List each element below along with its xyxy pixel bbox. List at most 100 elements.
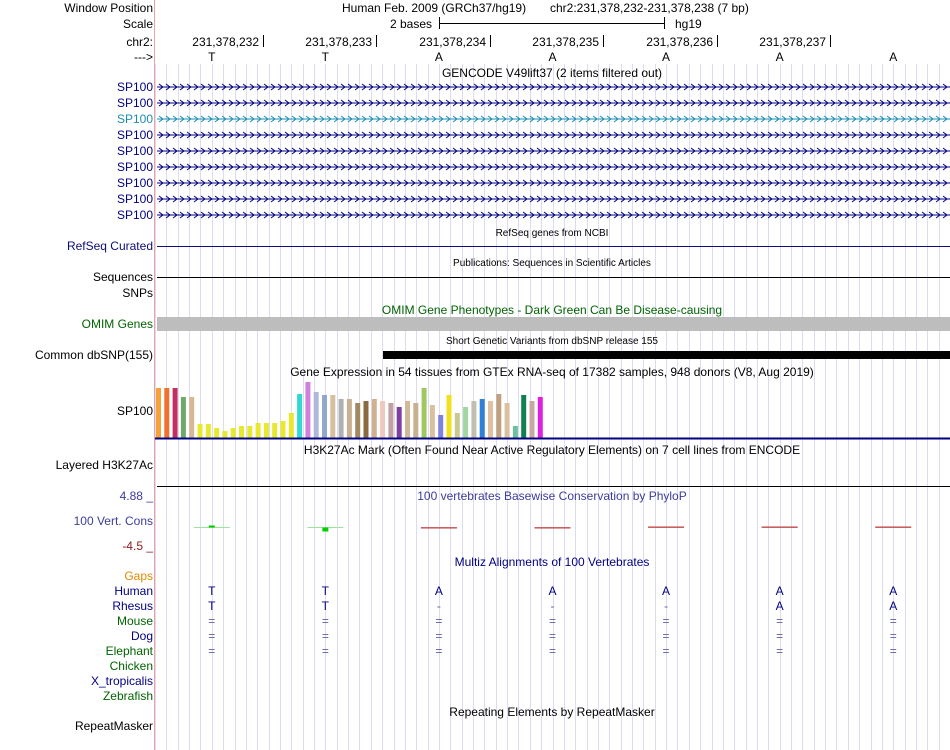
publications-line[interactable] [157, 277, 950, 278]
gtex-tissue-bar[interactable] [239, 426, 244, 438]
gtex-tissue-bar[interactable] [172, 388, 178, 438]
gtex-tissue-bar[interactable] [197, 424, 203, 438]
gtex-tissue-bar[interactable] [405, 401, 410, 438]
gencode-transcript-line[interactable] [157, 130, 950, 140]
gencode-transcript-label[interactable]: SP100 [116, 160, 153, 174]
gtex-tissue-bar[interactable] [322, 395, 327, 438]
gencode-transcript-line[interactable] [157, 82, 950, 92]
gtex-tissue-bar[interactable] [529, 401, 535, 438]
gtex-tissue-bar[interactable] [164, 388, 170, 438]
gtex-tissue-bar[interactable] [156, 388, 161, 438]
gtex-tissue-bar[interactable] [471, 401, 477, 438]
gtex-tissue-bar[interactable] [429, 405, 435, 438]
gencode-transcript-label[interactable]: SP100 [116, 112, 153, 126]
gtex-tissue-bar[interactable] [355, 403, 361, 438]
repeatmasker-label[interactable]: RepeatMasker [74, 719, 153, 733]
gtex-tissue-bar[interactable] [454, 413, 460, 438]
gtex-tissue-bar[interactable] [255, 423, 261, 438]
species-label[interactable]: Elephant [105, 644, 153, 658]
gtex-tissue-bar[interactable] [222, 431, 228, 438]
gencode-transcript-label[interactable]: SP100 [116, 144, 153, 158]
gtex-tissue-bar[interactable] [496, 394, 502, 438]
gencode-transcript-line[interactable] [157, 194, 950, 204]
assembly-text[interactable]: Human Feb. 2009 (GRCh37/hg19) [342, 1, 527, 15]
gtex-tissue-bar[interactable] [297, 394, 303, 438]
phylop-wiggle[interactable] [155, 512, 950, 542]
species-label[interactable]: Rhesus [112, 599, 153, 613]
gtex-tissue-bar[interactable] [280, 421, 286, 438]
base-letter: A [889, 50, 898, 64]
gtex-tissue-bar[interactable] [205, 424, 211, 438]
gencode-transcript-label[interactable]: SP100 [116, 176, 153, 190]
phylop-base-score[interactable] [307, 527, 344, 532]
gtex-tissue-bar[interactable] [214, 428, 220, 438]
alignment-base: A [775, 599, 784, 613]
gencode-transcript-label[interactable]: SP100 [116, 208, 153, 222]
gencode-transcript-line[interactable] [157, 146, 950, 156]
h3k27ac-label[interactable]: Layered H3K27Ac [55, 458, 153, 472]
gtex-tissue-bar[interactable] [521, 395, 527, 438]
gtex-bar-chart[interactable] [155, 380, 950, 442]
gtex-tissue-bar[interactable] [305, 382, 311, 438]
gencode-transcript-line[interactable] [157, 114, 950, 124]
gtex-tissue-bar[interactable] [338, 399, 344, 438]
alignment-base: = [435, 614, 443, 628]
gtex-tissue-bar[interactable] [537, 397, 543, 438]
snps-label[interactable]: SNPs [122, 286, 153, 300]
species-label[interactable]: Human [114, 584, 153, 598]
gtex-tissue-bar[interactable] [313, 392, 319, 438]
gtex-tissue-bar[interactable] [446, 395, 452, 438]
gencode-transcript-label[interactable]: SP100 [116, 96, 153, 110]
dbsnp-label[interactable]: Common dbSNP(155) [34, 348, 153, 362]
refseq-label[interactable]: RefSeq Curated [66, 239, 153, 253]
gtex-tissue-bar[interactable] [488, 401, 493, 438]
gtex-tissue-bar[interactable] [346, 399, 352, 438]
gtex-tissue-bar[interactable] [272, 423, 278, 438]
omim-label[interactable]: OMIM Genes [81, 317, 153, 331]
gencode-transcript-line[interactable] [157, 98, 950, 108]
gtex-tissue-bar[interactable] [330, 395, 336, 438]
gtex-label[interactable]: SP100 [116, 404, 153, 418]
gtex-tissue-bar[interactable] [363, 401, 369, 438]
gencode-transcript-label[interactable]: SP100 [116, 192, 153, 206]
gtex-tissue-bar[interactable] [479, 399, 485, 438]
gtex-tissue-bar[interactable] [288, 413, 294, 438]
gtex-tissue-bar[interactable] [263, 423, 269, 438]
refseq-gene-line[interactable] [157, 246, 950, 247]
gtex-tissue-bar[interactable] [421, 388, 427, 438]
publications-label[interactable]: Sequences [92, 270, 153, 284]
gtex-tissue-bar[interactable] [380, 401, 386, 438]
phylop-base-score[interactable] [420, 527, 457, 529]
gtex-tissue-bar[interactable] [413, 403, 419, 438]
phylop-label[interactable]: 100 Vert. Cons [73, 514, 153, 528]
species-label[interactable]: X_tropicalis [90, 674, 153, 688]
gtex-tissue-bar[interactable] [189, 397, 195, 438]
species-label[interactable]: Mouse [116, 614, 153, 628]
phylop-base-score[interactable] [761, 526, 798, 528]
gencode-transcript-line[interactable] [157, 162, 950, 172]
gtex-tissue-bar[interactable] [247, 426, 253, 438]
gencode-transcript-line[interactable] [157, 210, 950, 220]
gtex-tissue-bar[interactable] [230, 428, 236, 438]
gtex-tissue-bar[interactable] [512, 426, 518, 438]
species-label[interactable]: Chicken [109, 659, 153, 673]
phylop-base-score[interactable] [648, 526, 685, 528]
dbsnp-variant-bar[interactable] [383, 351, 950, 359]
gencode-transcript-label[interactable]: SP100 [116, 128, 153, 142]
gtex-tissue-bar[interactable] [371, 399, 377, 438]
gtex-tissue-bar[interactable] [396, 407, 402, 438]
gtex-tissue-bar[interactable] [504, 403, 510, 438]
phylop-base-score[interactable] [875, 526, 912, 528]
phylop-base-score[interactable] [534, 527, 571, 529]
gtex-tissue-bar[interactable] [463, 407, 469, 438]
gencode-transcript-label[interactable]: SP100 [116, 80, 153, 94]
species-label[interactable]: Zebrafish [102, 689, 153, 703]
species-label[interactable]: Dog [130, 629, 153, 643]
position-text[interactable]: chr2:231,378,232-231,378,238 (7 bp) [550, 1, 749, 15]
gencode-transcript-line[interactable] [157, 178, 950, 188]
gtex-tissue-bar[interactable] [438, 415, 444, 438]
gtex-tissue-bar[interactable] [180, 397, 186, 438]
phylop-base-score[interactable] [193, 525, 230, 528]
gtex-tissue-bar[interactable] [388, 403, 394, 438]
omim-feature-bar[interactable] [157, 317, 950, 331]
